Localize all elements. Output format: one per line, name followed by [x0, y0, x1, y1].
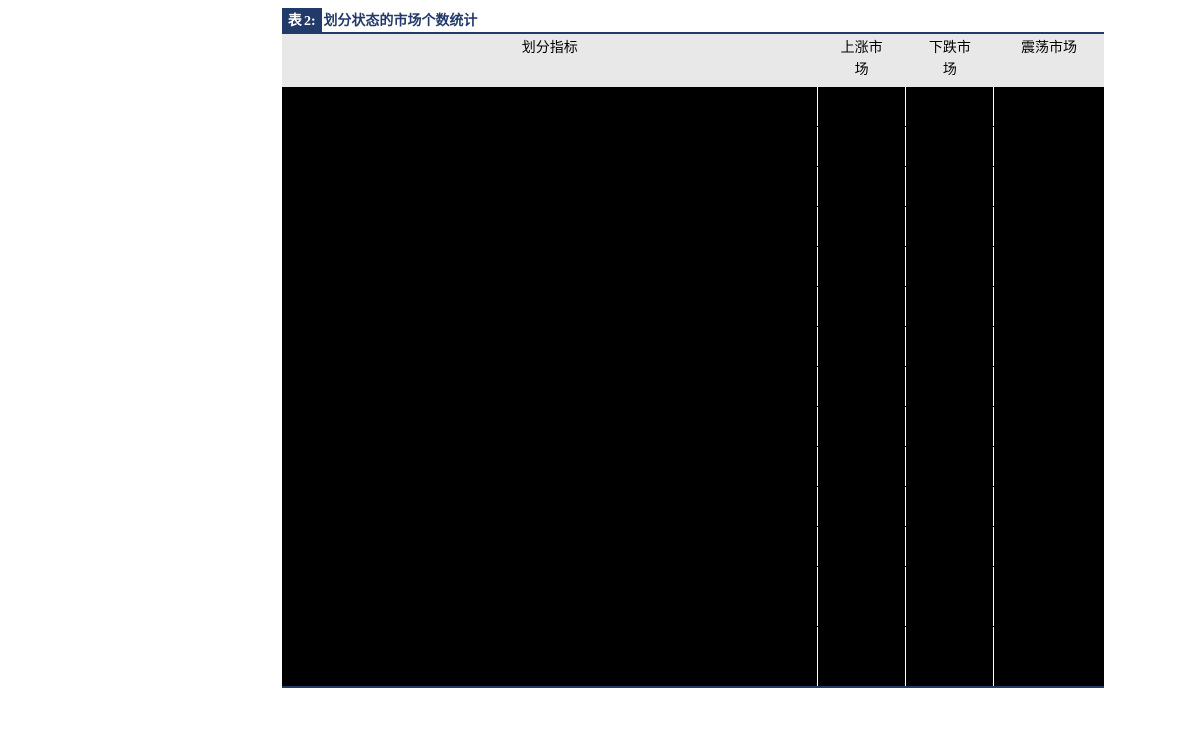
col-header-rising: 上涨市场 [818, 33, 906, 87]
table-cell [282, 287, 818, 327]
table-cell [906, 167, 994, 207]
table-cell [906, 527, 994, 567]
table-cell [994, 87, 1104, 127]
table-cell [818, 447, 906, 487]
table-cell [818, 487, 906, 527]
table-row [282, 567, 1104, 627]
table-row [282, 247, 1104, 287]
caption-label-prefix: 表 [288, 10, 302, 30]
table-cell [994, 287, 1104, 327]
table-cell [282, 207, 818, 247]
table-cell [818, 207, 906, 247]
table-cell [906, 627, 994, 687]
table-cell [282, 367, 818, 407]
table-row [282, 367, 1104, 407]
table-cell [818, 407, 906, 447]
col-header-sideways: 震荡市场 [994, 33, 1104, 87]
table-cell [906, 487, 994, 527]
table-cell [282, 127, 818, 167]
table-cell [994, 327, 1104, 367]
table-row [282, 87, 1104, 127]
table-cell [906, 447, 994, 487]
table-cell [906, 87, 994, 127]
table-cell [282, 487, 818, 527]
table-cell [906, 287, 994, 327]
col-header-label: 下跌市场 [927, 38, 972, 83]
table-row [282, 327, 1104, 367]
table-cell [282, 527, 818, 567]
table-cell [994, 447, 1104, 487]
table-cell [994, 527, 1104, 567]
table-row [282, 407, 1104, 447]
table-cell [818, 167, 906, 207]
table-cell [994, 407, 1104, 447]
table-cell [994, 567, 1104, 627]
table-cell [818, 327, 906, 367]
table-cell [818, 127, 906, 167]
table-cell [906, 207, 994, 247]
table-cell [994, 487, 1104, 527]
col-header-label: 上涨市场 [839, 38, 884, 83]
table-cell [282, 567, 818, 627]
table-cell [282, 87, 818, 127]
table-cell [818, 287, 906, 327]
caption-title: 划分状态的市场个数统计 [324, 10, 478, 30]
table-cell [818, 87, 906, 127]
table-cell [994, 367, 1104, 407]
table-cell [906, 407, 994, 447]
table-cell [906, 567, 994, 627]
col-header-label: 震荡市场 [1021, 41, 1077, 56]
table-cell [906, 247, 994, 287]
table-cell [994, 207, 1104, 247]
table-row [282, 287, 1104, 327]
table-row [282, 207, 1104, 247]
table-cell [994, 247, 1104, 287]
table-cell [994, 627, 1104, 687]
table-row [282, 127, 1104, 167]
table-cell [994, 167, 1104, 207]
table-cell [906, 127, 994, 167]
table-cell [906, 367, 994, 407]
table-cell [282, 327, 818, 367]
table-cell [818, 367, 906, 407]
table-cell [906, 327, 994, 367]
table-cell [282, 247, 818, 287]
table-cell [818, 567, 906, 627]
table-row [282, 527, 1104, 567]
table-cell [282, 447, 818, 487]
caption-label-number: 2: [304, 14, 316, 30]
table-row [282, 167, 1104, 207]
stats-table: 划分指标 上涨市场 下跌市场 震荡市场 [282, 32, 1104, 688]
table-caption: 表 2: 划分状态的市场个数统计 [282, 8, 1104, 32]
table-cell [818, 247, 906, 287]
table-body [282, 87, 1104, 687]
table-row [282, 487, 1104, 527]
table-cell [282, 627, 818, 687]
table-row [282, 447, 1104, 487]
col-header-indicator: 划分指标 [282, 33, 818, 87]
col-header-label: 划分指标 [522, 41, 578, 56]
table-header: 划分指标 上涨市场 下跌市场 震荡市场 [282, 33, 1104, 87]
caption-label-box: 表 2: [282, 8, 322, 32]
table-cell [282, 167, 818, 207]
table-cell [818, 627, 906, 687]
table-row [282, 627, 1104, 687]
table-cell [994, 127, 1104, 167]
col-header-falling: 下跌市场 [906, 33, 994, 87]
table-container: 表 2: 划分状态的市场个数统计 划分指标 上涨市场 下跌市场 震荡市场 [282, 8, 1104, 688]
table-cell [282, 407, 818, 447]
table-cell [818, 527, 906, 567]
